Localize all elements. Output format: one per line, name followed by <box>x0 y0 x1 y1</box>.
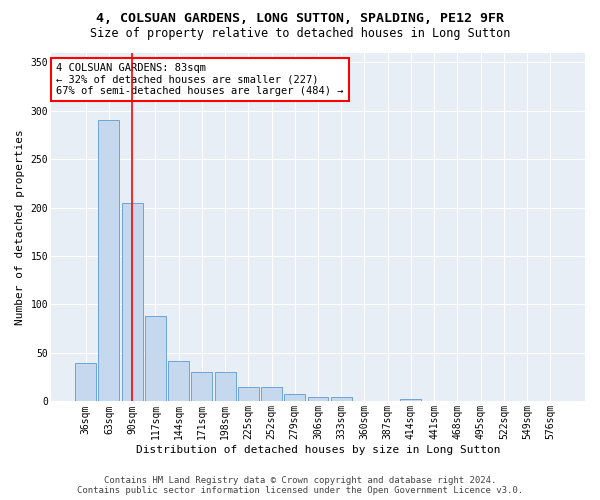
Bar <box>75 362 96 402</box>
Text: 4 COLSUAN GARDENS: 83sqm
← 32% of detached houses are smaller (227)
67% of semi-: 4 COLSUAN GARDENS: 83sqm ← 32% of detach… <box>56 63 344 96</box>
Bar <box>145 316 166 402</box>
Bar <box>191 372 212 402</box>
Y-axis label: Number of detached properties: Number of detached properties <box>15 129 25 325</box>
Text: Size of property relative to detached houses in Long Sutton: Size of property relative to detached ho… <box>90 28 510 40</box>
Bar <box>122 202 143 402</box>
Bar <box>308 396 328 402</box>
Bar <box>284 394 305 402</box>
Text: Contains HM Land Registry data © Crown copyright and database right 2024.
Contai: Contains HM Land Registry data © Crown c… <box>77 476 523 495</box>
Bar <box>168 360 189 402</box>
Bar <box>238 387 259 402</box>
X-axis label: Distribution of detached houses by size in Long Sutton: Distribution of detached houses by size … <box>136 445 500 455</box>
Bar <box>261 387 282 402</box>
Bar <box>400 398 421 402</box>
Bar <box>331 396 352 402</box>
Text: 4, COLSUAN GARDENS, LONG SUTTON, SPALDING, PE12 9FR: 4, COLSUAN GARDENS, LONG SUTTON, SPALDIN… <box>96 12 504 26</box>
Bar <box>98 120 119 402</box>
Bar <box>215 372 236 402</box>
